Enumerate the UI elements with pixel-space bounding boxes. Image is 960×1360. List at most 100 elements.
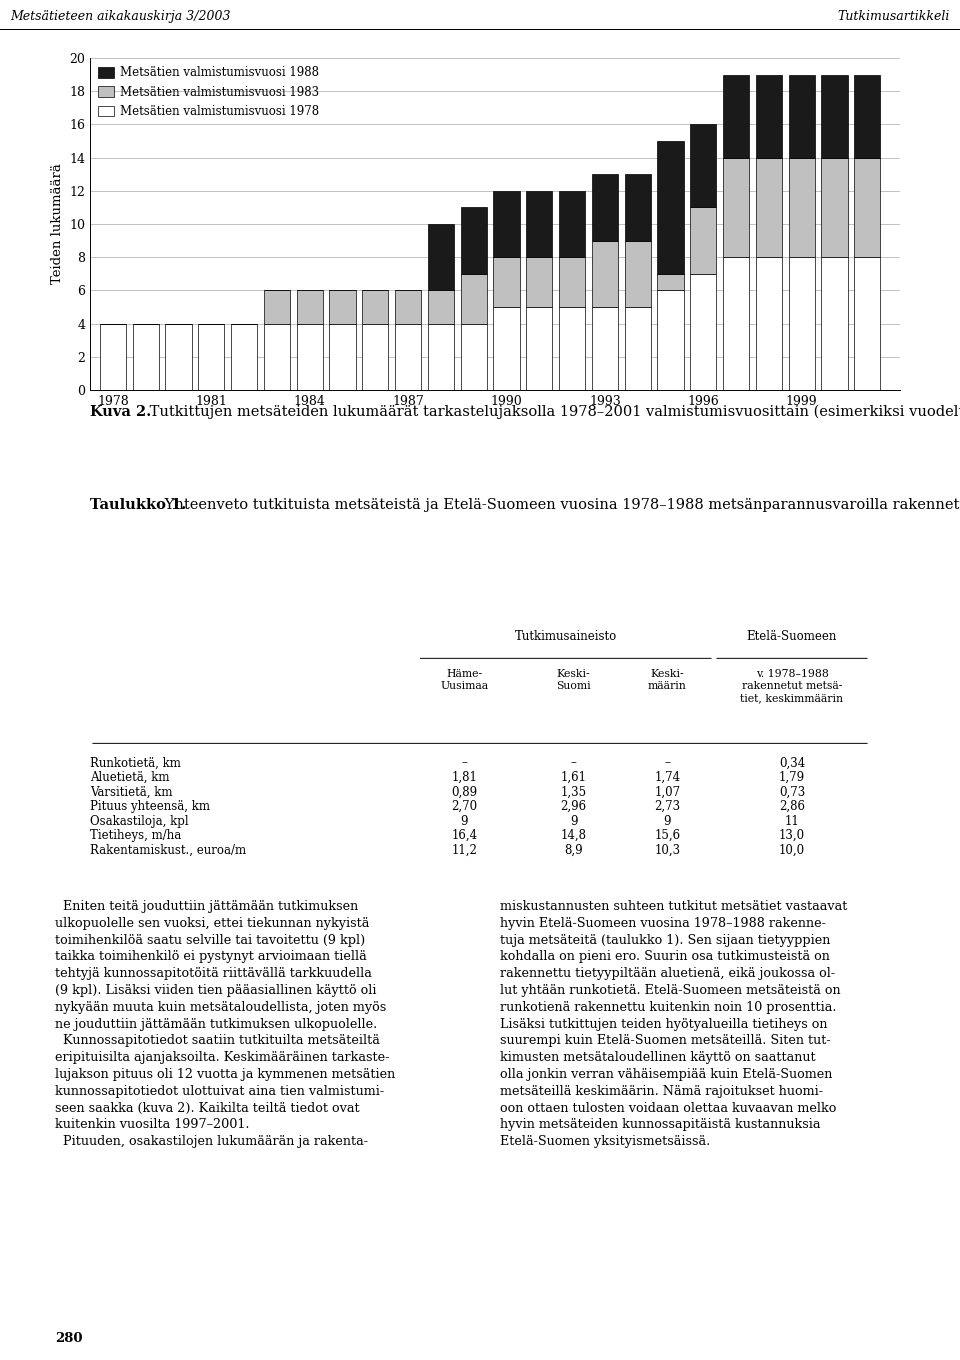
Text: Aluetietä, km: Aluetietä, km <box>90 771 170 783</box>
Bar <box>264 291 290 324</box>
Bar <box>723 75 749 158</box>
Bar <box>395 291 421 324</box>
Bar <box>788 75 815 158</box>
Bar <box>559 190 586 257</box>
Text: Häme-
Uusimaa: Häme- Uusimaa <box>441 669 489 691</box>
Text: Tutkimusartikkeli: Tutkimusartikkeli <box>838 10 950 23</box>
Text: Eniten teitä jouduttiin jättämään tutkimuksen
ulkopuolelle sen vuoksi, ettei tie: Eniten teitä jouduttiin jättämään tutkim… <box>55 900 396 1148</box>
Text: 0,89: 0,89 <box>451 786 477 798</box>
Bar <box>788 158 815 257</box>
Bar <box>658 273 684 291</box>
Bar <box>591 307 618 390</box>
Bar <box>461 324 487 390</box>
Text: 9: 9 <box>663 815 671 828</box>
Bar <box>493 307 519 390</box>
Text: 10,3: 10,3 <box>654 843 681 857</box>
Bar <box>329 291 355 324</box>
Bar <box>428 324 454 390</box>
Text: 1,07: 1,07 <box>654 786 681 798</box>
Text: Taulukko 1.: Taulukko 1. <box>90 498 186 511</box>
Text: 11,2: 11,2 <box>451 843 477 857</box>
Bar <box>723 257 749 390</box>
Text: Yhteenveto tutkituista metsäteistä ja Etelä-Suomeen vuosina 1978–1988 metsänpara: Yhteenveto tutkituista metsäteistä ja Et… <box>160 498 960 513</box>
Text: Runkotietä, km: Runkotietä, km <box>90 756 180 770</box>
Text: 0,34: 0,34 <box>779 756 805 770</box>
Bar <box>591 241 618 307</box>
Text: 1,35: 1,35 <box>561 786 587 798</box>
Text: v. 1978–1988
rakennetut metsä-
tiet, keskimmäärin: v. 1978–1988 rakennetut metsä- tiet, kes… <box>740 669 844 703</box>
Text: Kuva 2.: Kuva 2. <box>90 405 152 419</box>
Text: 2,96: 2,96 <box>561 800 587 813</box>
Bar <box>788 257 815 390</box>
Text: Metsätieteen aikakauskirja 3/2003: Metsätieteen aikakauskirja 3/2003 <box>10 10 230 23</box>
Bar <box>559 307 586 390</box>
Text: 2,70: 2,70 <box>451 800 477 813</box>
Bar <box>756 257 782 390</box>
Bar <box>526 307 552 390</box>
Text: –: – <box>664 756 670 770</box>
Text: 0,73: 0,73 <box>779 786 805 798</box>
Text: 10,0: 10,0 <box>779 843 805 857</box>
Text: Tietiheys, m/ha: Tietiheys, m/ha <box>90 830 181 842</box>
Bar <box>756 158 782 257</box>
Text: Varsitietä, km: Varsitietä, km <box>90 786 173 798</box>
Text: Keski-
Suomi: Keski- Suomi <box>556 669 591 691</box>
Bar <box>428 224 454 291</box>
Text: Tutkimusaineisto: Tutkimusaineisto <box>515 630 617 643</box>
Text: 1,81: 1,81 <box>451 771 477 783</box>
Text: 13,0: 13,0 <box>779 830 805 842</box>
Text: 280: 280 <box>55 1331 83 1345</box>
Text: –: – <box>570 756 577 770</box>
Bar <box>362 324 389 390</box>
Bar <box>690 207 716 273</box>
Text: 1,79: 1,79 <box>779 771 805 783</box>
Bar <box>428 291 454 324</box>
Bar <box>362 291 389 324</box>
Text: 9: 9 <box>461 815 468 828</box>
Bar <box>526 190 552 257</box>
Bar <box>658 291 684 390</box>
Bar <box>854 158 880 257</box>
Bar <box>723 158 749 257</box>
Bar <box>854 75 880 158</box>
Bar <box>461 207 487 273</box>
Bar <box>329 324 355 390</box>
Text: –: – <box>462 756 468 770</box>
Bar <box>625 241 651 307</box>
Legend: Metsätien valmistumisvuosi 1988, Metsätien valmistumisvuosi 1983, Metsätien valm: Metsätien valmistumisvuosi 1988, Metsäti… <box>96 64 321 121</box>
Bar <box>264 324 290 390</box>
Text: Keski-
määrin: Keski- määrin <box>648 669 686 691</box>
Text: 16,4: 16,4 <box>451 830 477 842</box>
Text: miskustannusten suhteen tutkitut metsätiet vastaavat
hyvin Etelä-Suomeen vuosina: miskustannusten suhteen tutkitut metsäti… <box>500 900 848 1148</box>
Bar <box>559 257 586 307</box>
Bar <box>756 75 782 158</box>
Bar <box>395 324 421 390</box>
Bar <box>690 124 716 208</box>
Text: Tutkittujen metsäteiden lukumäärät tarkastelujaksolla 1978–2001 valmistumisvuosi: Tutkittujen metsäteiden lukumäärät tarka… <box>145 405 960 419</box>
Text: 2,73: 2,73 <box>654 800 681 813</box>
Bar <box>132 324 158 390</box>
Bar <box>625 307 651 390</box>
Bar <box>165 324 192 390</box>
Text: Osakastiloja, kpl: Osakastiloja, kpl <box>90 815 188 828</box>
Y-axis label: Teiden lukumäärä: Teiden lukumäärä <box>51 163 63 284</box>
Bar <box>822 257 848 390</box>
Text: 15,6: 15,6 <box>654 830 681 842</box>
Text: 11: 11 <box>784 815 800 828</box>
Bar <box>658 141 684 273</box>
Bar <box>591 174 618 241</box>
Bar <box>854 257 880 390</box>
Bar <box>493 190 519 257</box>
Text: 9: 9 <box>570 815 577 828</box>
Bar <box>297 291 323 324</box>
Bar <box>822 75 848 158</box>
Bar <box>690 273 716 390</box>
Bar <box>822 158 848 257</box>
Bar <box>198 324 225 390</box>
Bar <box>526 257 552 307</box>
Text: Etelä-Suomeen: Etelä-Suomeen <box>747 630 837 643</box>
Text: Rakentamiskust., euroa/m: Rakentamiskust., euroa/m <box>90 843 246 857</box>
Text: 1,61: 1,61 <box>561 771 587 783</box>
Bar <box>297 324 323 390</box>
Text: 2,86: 2,86 <box>779 800 805 813</box>
